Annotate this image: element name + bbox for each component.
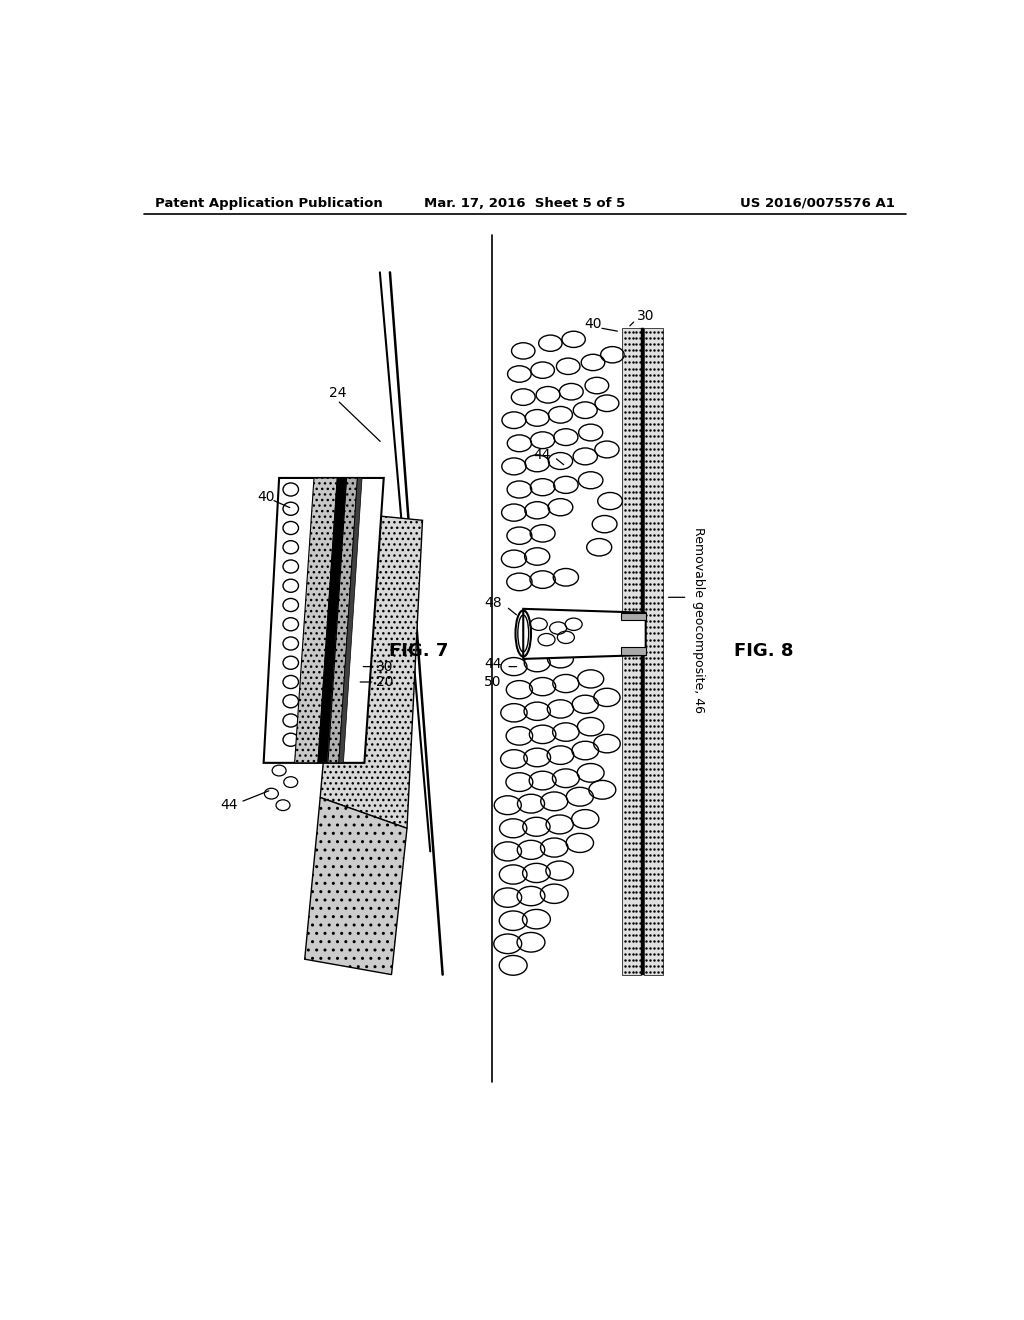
Polygon shape bbox=[523, 609, 646, 659]
Polygon shape bbox=[339, 478, 362, 763]
Text: 24: 24 bbox=[329, 387, 346, 400]
Text: 44: 44 bbox=[532, 447, 550, 462]
Polygon shape bbox=[621, 612, 646, 620]
Polygon shape bbox=[263, 478, 384, 763]
Text: Mar. 17, 2016  Sheet 5 of 5: Mar. 17, 2016 Sheet 5 of 5 bbox=[424, 197, 626, 210]
Text: 50: 50 bbox=[484, 675, 502, 689]
Polygon shape bbox=[295, 478, 337, 763]
Text: 48: 48 bbox=[484, 597, 502, 610]
Polygon shape bbox=[623, 327, 641, 974]
Text: 40: 40 bbox=[585, 317, 602, 331]
Text: 20: 20 bbox=[376, 675, 393, 689]
Polygon shape bbox=[644, 327, 663, 974]
Text: 30: 30 bbox=[637, 309, 654, 323]
Polygon shape bbox=[305, 797, 407, 974]
Polygon shape bbox=[328, 478, 357, 763]
Text: US 2016/0075576 A1: US 2016/0075576 A1 bbox=[739, 197, 895, 210]
Polygon shape bbox=[621, 647, 646, 655]
Text: 30: 30 bbox=[376, 660, 393, 673]
Polygon shape bbox=[641, 327, 644, 974]
Text: Patent Application Publication: Patent Application Publication bbox=[155, 197, 383, 210]
Text: FIG. 7: FIG. 7 bbox=[389, 643, 449, 660]
Polygon shape bbox=[321, 512, 423, 829]
Text: 44: 44 bbox=[220, 799, 238, 812]
Text: 44: 44 bbox=[484, 656, 502, 671]
Polygon shape bbox=[317, 478, 346, 763]
Text: 40: 40 bbox=[257, 490, 274, 504]
Text: Removable geocomposite, 46: Removable geocomposite, 46 bbox=[692, 528, 706, 713]
Text: FIG. 8: FIG. 8 bbox=[734, 643, 794, 660]
